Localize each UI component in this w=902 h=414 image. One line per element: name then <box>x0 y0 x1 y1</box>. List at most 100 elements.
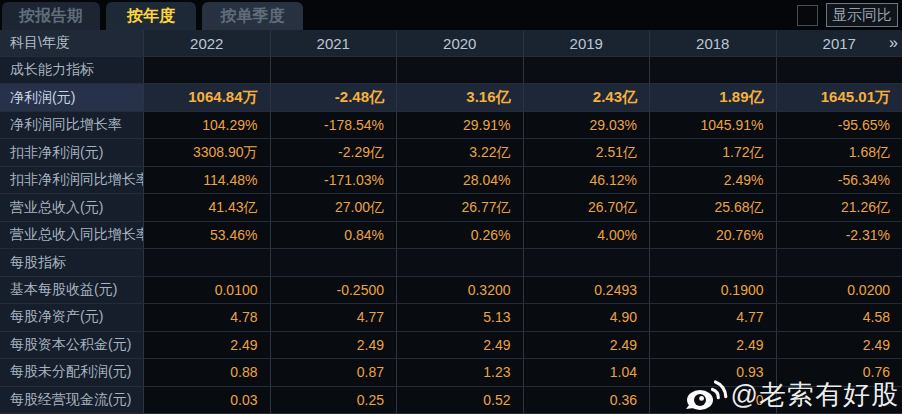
value-cell: 4.00% <box>524 222 651 248</box>
value-cell: 27.00亿 <box>271 194 398 220</box>
value-cell <box>397 57 524 83</box>
value-cell: 2.51亿 <box>524 139 651 165</box>
value-cell: 2.49 <box>777 332 902 358</box>
row-label: 每股净资产(元) <box>0 304 144 330</box>
value-cell: 0.84% <box>271 222 398 248</box>
show-yoy-control: 显示同比 <box>797 3 898 27</box>
value-cell: 26.77亿 <box>397 194 524 220</box>
financial-indicators-panel: 按报告期 按年度 按单季度 显示同比 科目\年度2022202120202019… <box>0 0 902 414</box>
value-cell: 1.89亿 <box>650 84 777 110</box>
value-cell: 0.52 <box>397 387 524 413</box>
value-cell: 1.23 <box>397 359 524 385</box>
table-row: 每股净资产(元)4.784.775.134.904.774.58 <box>0 304 902 331</box>
value-cell <box>397 249 524 275</box>
year-column-header: 2022 <box>144 30 271 56</box>
value-cell <box>524 249 651 275</box>
value-cell: 4.90 <box>524 304 651 330</box>
row-label: 营业总收入(元) <box>0 194 144 220</box>
value-cell: 0.26% <box>397 222 524 248</box>
value-cell: 29.91% <box>397 112 524 138</box>
value-cell: 2.43亿 <box>524 84 651 110</box>
value-cell <box>144 249 271 275</box>
year-column-header: 2021 <box>271 30 398 56</box>
value-cell: -0.2500 <box>271 277 398 303</box>
value-cell: 0.88 <box>144 359 271 385</box>
table-row: 每股未分配利润(元)0.880.871.231.040.930.76 <box>0 359 902 386</box>
section-row: 成长能力指标 <box>0 57 902 84</box>
value-cell: 1.04 <box>524 359 651 385</box>
value-cell: 25.68亿 <box>650 194 777 220</box>
value-cell: -95.65% <box>777 112 902 138</box>
value-cell: -2.31% <box>777 222 902 248</box>
value-cell: 3.16亿 <box>397 84 524 110</box>
table-row: 每股经营现金流(元)0.030.250.520.360 <box>0 387 902 414</box>
table-row: 扣非净利润(元)3308.90万-2.29亿3.22亿2.51亿1.72亿1.6… <box>0 139 902 166</box>
tab-by-year[interactable]: 按年度 <box>106 2 196 30</box>
row-label: 每股未分配利润(元) <box>0 359 144 385</box>
value-cell: 0.93 <box>650 359 777 385</box>
value-cell: 41.43亿 <box>144 194 271 220</box>
value-cell: 0.0200 <box>777 277 902 303</box>
row-label: 每股指标 <box>0 249 144 275</box>
value-cell: 1.72亿 <box>650 139 777 165</box>
value-cell: 4.77 <box>650 304 777 330</box>
value-cell: 0.0100 <box>144 277 271 303</box>
tab-by-quarter[interactable]: 按单季度 <box>202 2 303 30</box>
value-cell: 0.2493 <box>524 277 651 303</box>
value-cell: 104.29% <box>144 112 271 138</box>
value-cell <box>144 57 271 83</box>
row-label: 扣非净利润(元) <box>0 139 144 165</box>
value-cell: 2.49 <box>524 332 651 358</box>
value-cell: 5.13 <box>397 304 524 330</box>
value-cell: 4.78 <box>144 304 271 330</box>
value-cell: 2.49 <box>271 332 398 358</box>
value-cell: 1045.91% <box>650 112 777 138</box>
table-row: 净利润(元)1064.84万-2.48亿3.16亿2.43亿1.89亿1645.… <box>0 84 902 111</box>
value-cell <box>271 249 398 275</box>
value-cell: 3.22亿 <box>397 139 524 165</box>
value-cell: -2.29亿 <box>271 139 398 165</box>
table-row: 净利润同比增长率104.29%-178.54%29.91%29.03%1045.… <box>0 112 902 139</box>
show-yoy-label[interactable]: 显示同比 <box>826 3 898 27</box>
table-row: 营业总收入同比增长率53.46%0.84%0.26%4.00%20.76%-2.… <box>0 222 902 249</box>
section-row: 每股指标 <box>0 249 902 276</box>
value-cell: 2.49 <box>650 332 777 358</box>
table-row: 基本每股收益(元)0.0100-0.25000.32000.24930.1900… <box>0 277 902 304</box>
value-cell <box>777 57 902 83</box>
year-column-header: 2017» <box>777 30 902 56</box>
value-cell: -2.48亿 <box>271 84 398 110</box>
value-cell: -56.34% <box>777 167 902 193</box>
value-cell: 4.77 <box>271 304 398 330</box>
value-cell: 26.70亿 <box>524 194 651 220</box>
value-cell <box>650 249 777 275</box>
value-cell <box>271 57 398 83</box>
value-cell: 0.3200 <box>397 277 524 303</box>
show-yoy-checkbox[interactable] <box>797 5 818 26</box>
value-cell: 53.46% <box>144 222 271 248</box>
value-cell: 3308.90万 <box>144 139 271 165</box>
value-cell: 0.36 <box>524 387 651 413</box>
value-cell: 1.68亿 <box>777 139 902 165</box>
row-label: 扣非净利润同比增长率 <box>0 167 144 193</box>
year-column-header: 2018 <box>650 30 777 56</box>
more-columns-icon[interactable]: » <box>889 34 896 52</box>
row-label: 每股经营现金流(元) <box>0 387 144 413</box>
value-cell: 29.03% <box>524 112 651 138</box>
value-cell: 0.87 <box>271 359 398 385</box>
period-tabbar: 按报告期 按年度 按单季度 显示同比 <box>0 0 902 30</box>
value-cell: 0 <box>650 387 777 413</box>
value-cell: 0.03 <box>144 387 271 413</box>
tab-by-report-period[interactable]: 按报告期 <box>2 2 100 30</box>
value-cell: 0.25 <box>271 387 398 413</box>
value-cell: -178.54% <box>271 112 398 138</box>
value-cell: 2.49 <box>144 332 271 358</box>
value-cell: -171.03% <box>271 167 398 193</box>
value-cell: 0.76 <box>777 359 902 385</box>
value-cell: 0.1900 <box>650 277 777 303</box>
year-column-header: 2019 <box>524 30 651 56</box>
value-cell: 2.49% <box>650 167 777 193</box>
value-cell: 28.04% <box>397 167 524 193</box>
value-cell: 20.76% <box>650 222 777 248</box>
row-label: 基本每股收益(元) <box>0 277 144 303</box>
row-label: 净利润(元) <box>0 84 144 110</box>
